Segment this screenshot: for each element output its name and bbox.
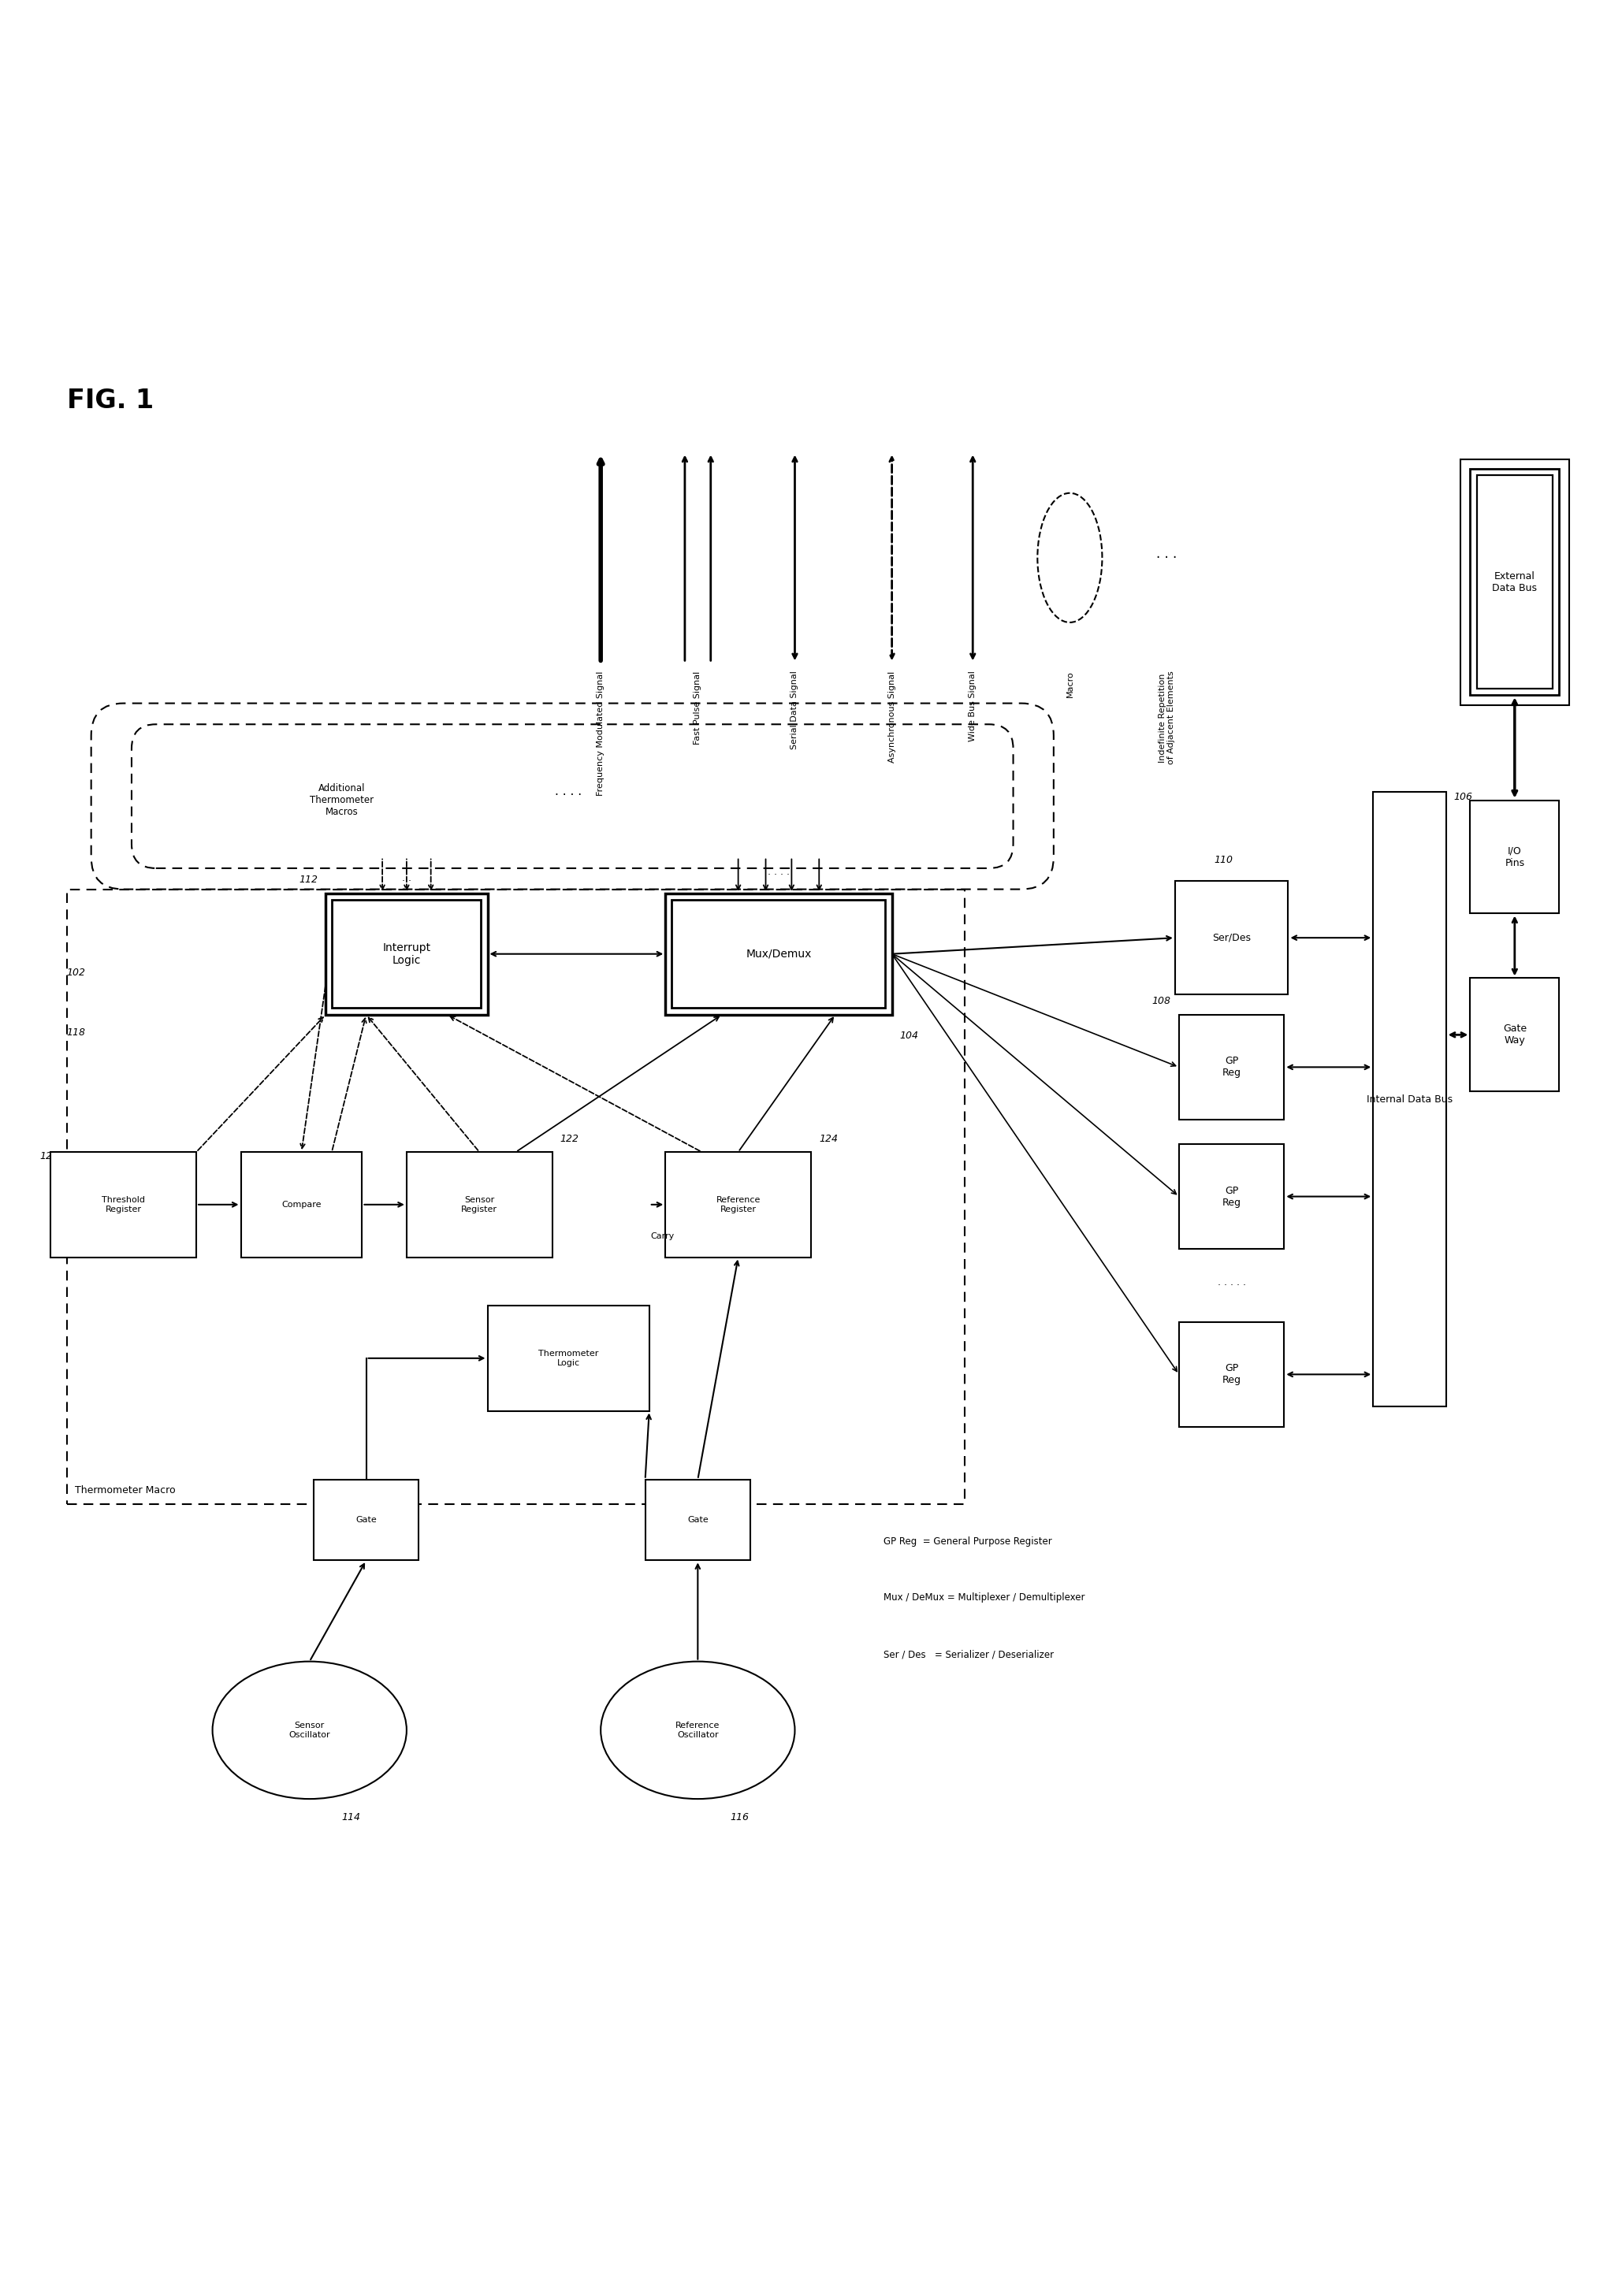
Bar xyxy=(1470,801,1559,914)
Bar xyxy=(326,893,488,1015)
Text: · · · ·: · · · · xyxy=(767,870,790,879)
Bar xyxy=(50,1153,196,1258)
Bar xyxy=(488,1306,649,1410)
Text: 122: 122 xyxy=(560,1134,579,1143)
Bar xyxy=(1179,1322,1285,1426)
Text: 116: 116 xyxy=(730,1812,749,1823)
Text: Mux / DeMux = Multiplexer / Demultiplexer: Mux / DeMux = Multiplexer / Demultiplexe… xyxy=(884,1593,1085,1603)
FancyBboxPatch shape xyxy=(131,723,1014,868)
Bar xyxy=(1476,475,1552,689)
Text: Thermometer
Logic: Thermometer Logic xyxy=(539,1350,599,1366)
Text: GP
Reg: GP Reg xyxy=(1221,1364,1241,1384)
Text: 124: 124 xyxy=(819,1134,839,1143)
Text: Compare: Compare xyxy=(282,1201,321,1208)
Text: Gate: Gate xyxy=(355,1515,376,1525)
Text: FIG. 1: FIG. 1 xyxy=(67,388,154,413)
Text: 108: 108 xyxy=(1152,996,1171,1006)
Text: Wide Bus Signal: Wide Bus Signal xyxy=(968,670,976,742)
Ellipse shape xyxy=(600,1662,795,1798)
Text: Internal Data Bus: Internal Data Bus xyxy=(1366,1095,1453,1104)
Text: Sensor
Oscillator: Sensor Oscillator xyxy=(289,1722,331,1738)
Text: GP
Reg: GP Reg xyxy=(1221,1185,1241,1208)
Bar xyxy=(240,1153,362,1258)
Bar xyxy=(1179,1143,1285,1249)
Text: Reference
Register: Reference Register xyxy=(715,1196,761,1212)
Text: Threshold
Register: Threshold Register xyxy=(102,1196,146,1212)
Text: Macro: Macro xyxy=(1066,670,1074,698)
Text: Gate
Way: Gate Way xyxy=(1504,1024,1526,1047)
Text: 114: 114 xyxy=(342,1812,360,1823)
Text: · · · ·: · · · · xyxy=(555,790,582,801)
Ellipse shape xyxy=(1038,494,1103,622)
Text: 118: 118 xyxy=(67,1029,86,1038)
Text: Asynchronous Signal: Asynchronous Signal xyxy=(887,670,895,762)
Bar xyxy=(333,900,482,1008)
Text: GP
Reg: GP Reg xyxy=(1221,1056,1241,1079)
Text: Mux/Demux: Mux/Demux xyxy=(746,948,811,960)
Text: · · ·: · · · xyxy=(1156,551,1178,565)
Bar xyxy=(1470,978,1559,1091)
Text: GP Reg  = General Purpose Register: GP Reg = General Purpose Register xyxy=(884,1536,1053,1548)
Text: Indefinite Repetition
of Adjacent Elements: Indefinite Repetition of Adjacent Elemen… xyxy=(1158,670,1176,765)
Bar xyxy=(665,1153,811,1258)
Bar xyxy=(407,1153,551,1258)
Text: Ser / Des   = Serializer / Deserializer: Ser / Des = Serializer / Deserializer xyxy=(884,1649,1054,1660)
Bar xyxy=(1470,468,1559,696)
Bar xyxy=(67,889,965,1504)
Bar xyxy=(1174,882,1288,994)
Bar xyxy=(1374,792,1445,1407)
Text: 120: 120 xyxy=(41,1150,58,1162)
FancyBboxPatch shape xyxy=(91,703,1054,889)
Bar xyxy=(672,900,886,1008)
Bar xyxy=(665,893,892,1015)
Text: I/O
Pins: I/O Pins xyxy=(1505,845,1525,868)
Text: 110: 110 xyxy=(1213,854,1233,866)
Bar xyxy=(1179,1015,1285,1120)
Text: Carry: Carry xyxy=(650,1233,675,1240)
Text: Fast Pulse Signal: Fast Pulse Signal xyxy=(694,670,702,744)
Bar xyxy=(646,1479,751,1561)
Text: Thermometer Macro: Thermometer Macro xyxy=(75,1486,175,1495)
Text: Ser/Des: Ser/Des xyxy=(1212,932,1251,944)
Text: Sensor
Register: Sensor Register xyxy=(461,1196,498,1212)
Text: 112: 112 xyxy=(298,875,318,886)
Text: 102: 102 xyxy=(67,969,86,978)
Text: · · · · ·: · · · · · xyxy=(1218,1281,1246,1290)
Ellipse shape xyxy=(212,1662,407,1798)
Text: 106: 106 xyxy=(1453,792,1473,804)
Text: External
Data Bus: External Data Bus xyxy=(1492,572,1538,592)
Text: Frequency Modulated Signal: Frequency Modulated Signal xyxy=(597,670,605,797)
Bar xyxy=(1460,459,1568,705)
Text: Additional
Thermometer
Macros: Additional Thermometer Macros xyxy=(310,783,373,817)
Text: 104: 104 xyxy=(900,1031,920,1040)
Text: · ·
· ·: · · · · xyxy=(402,863,412,886)
Text: Gate: Gate xyxy=(688,1515,709,1525)
Text: Reference
Oscillator: Reference Oscillator xyxy=(675,1722,720,1738)
Text: Interrupt
Logic: Interrupt Logic xyxy=(383,941,431,967)
Bar xyxy=(313,1479,418,1561)
Text: Serial Data Signal: Serial Data Signal xyxy=(792,670,798,748)
